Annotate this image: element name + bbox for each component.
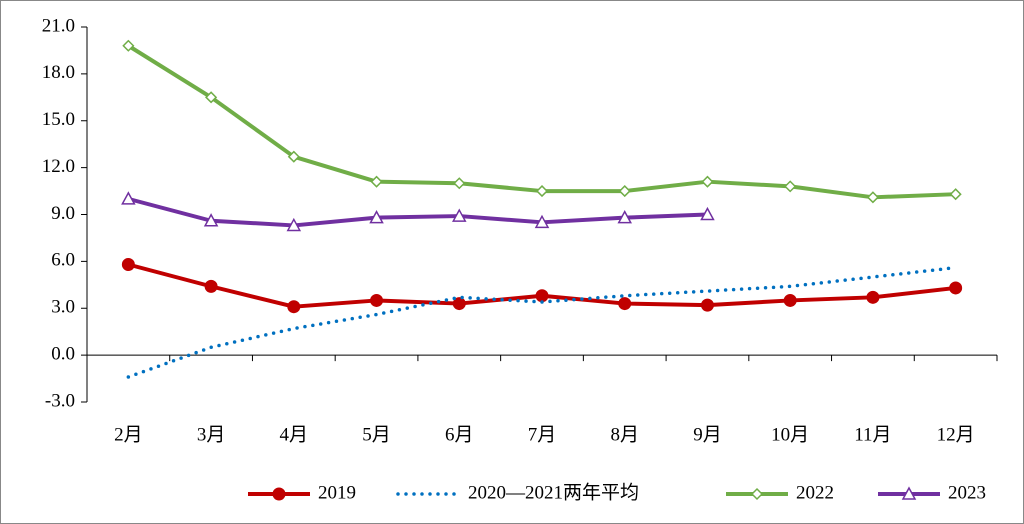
point (122, 39, 135, 52)
point (949, 188, 962, 201)
y-tick-label: 15.0 (42, 109, 75, 130)
y-tick-label: 12.0 (42, 156, 75, 177)
x-tick-label: 12月 (937, 424, 975, 445)
point (205, 91, 218, 104)
point (901, 486, 917, 500)
x-tick-label: 5月 (362, 424, 391, 445)
series-line (127, 196, 708, 228)
point (534, 214, 550, 229)
point (369, 210, 384, 224)
point (121, 258, 135, 271)
point (204, 279, 218, 293)
x-tick-label: 11月 (854, 424, 891, 445)
y-tick-label: -3.0 (45, 390, 75, 411)
point (617, 210, 632, 224)
point (866, 191, 879, 204)
point (618, 185, 631, 198)
point (286, 217, 302, 232)
point (203, 213, 219, 227)
point (701, 175, 714, 188)
point (783, 293, 797, 307)
point (618, 297, 632, 311)
point (370, 175, 383, 188)
point (452, 297, 466, 311)
y-tick-label: 18.0 (42, 62, 75, 83)
point (287, 300, 301, 314)
point (370, 293, 384, 307)
y-tick-label: 0.0 (51, 343, 75, 364)
x-tick-label: 10月 (771, 424, 809, 445)
y-tick-label: 6.0 (51, 250, 75, 271)
point (750, 487, 764, 501)
x-tick-label: 8月 (610, 424, 639, 445)
point (866, 290, 880, 304)
point (287, 150, 300, 163)
point (949, 281, 963, 295)
x-tick-label: 3月 (197, 424, 226, 445)
legend-label: 2020—2021两年平均 (468, 481, 639, 503)
series-line (126, 265, 958, 379)
point (121, 191, 136, 205)
x-tick-label: 2月 (114, 424, 143, 445)
x-tick-label: 4月 (280, 424, 309, 445)
x-tick-label: 9月 (693, 424, 722, 445)
point (535, 289, 549, 303)
y-tick-label: 21.0 (42, 15, 75, 36)
point (784, 180, 797, 193)
legend-label: 2019 (318, 482, 356, 503)
legend-label: 2023 (948, 482, 986, 503)
point (453, 177, 466, 190)
x-tick-label: 6月 (445, 424, 474, 445)
legend-label: 2022 (796, 482, 834, 503)
point (700, 206, 715, 221)
point (700, 298, 714, 312)
point (272, 487, 286, 501)
x-tick-label: 7月 (528, 424, 557, 445)
y-tick-label: 3.0 (51, 297, 75, 318)
point (452, 208, 467, 222)
y-tick-label: 9.0 (51, 203, 75, 224)
point (535, 185, 549, 198)
